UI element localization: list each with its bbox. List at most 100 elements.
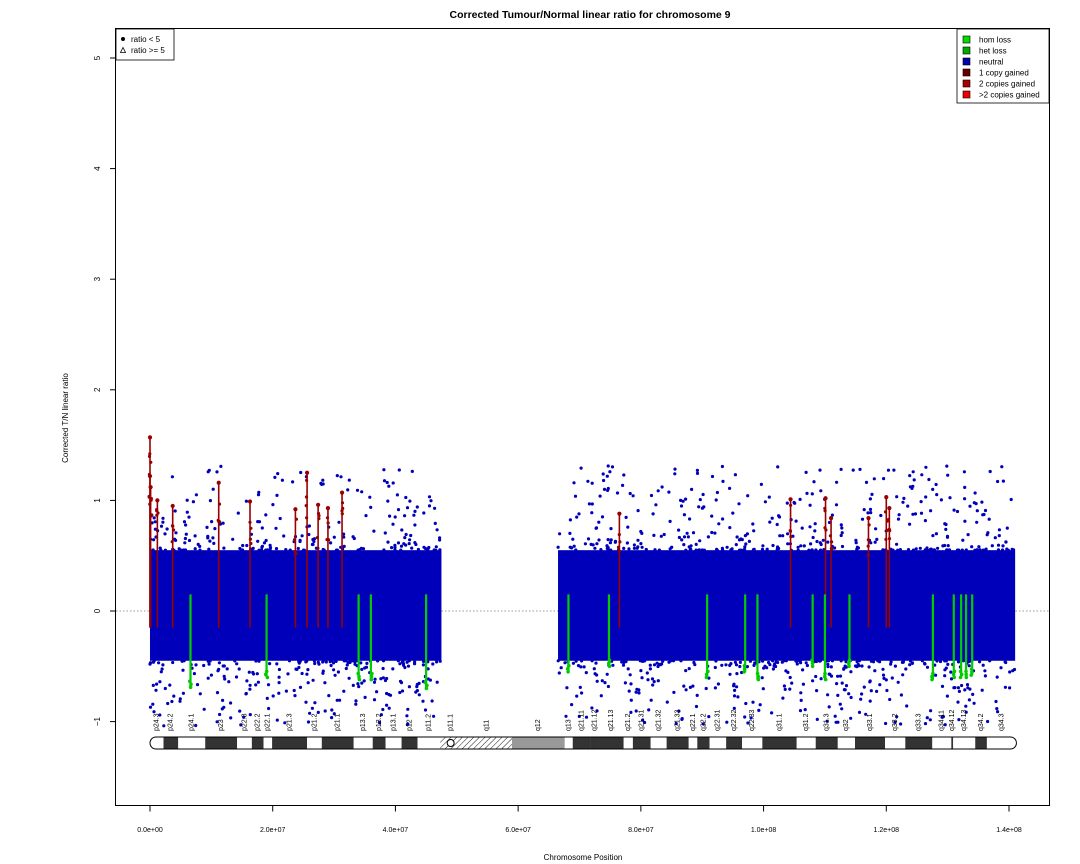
neutral-point xyxy=(978,548,982,552)
chart-title: Corrected Tumour/Normal linear ratio for… xyxy=(449,9,730,21)
neutral-point xyxy=(911,470,915,474)
neutral-point xyxy=(372,529,376,533)
neutral-point xyxy=(623,681,628,685)
neutral-point xyxy=(391,481,395,485)
neutral-point xyxy=(277,681,281,685)
loss-point xyxy=(188,679,192,684)
neutral-point xyxy=(932,548,937,552)
neutral-point xyxy=(786,532,790,536)
neutral-point xyxy=(801,668,805,672)
ideogram-band-fill xyxy=(237,737,252,749)
neutral-point xyxy=(811,535,815,540)
neutral-point xyxy=(784,659,788,663)
neutral-point xyxy=(798,497,802,501)
neutral-point xyxy=(215,470,219,474)
neutral-point xyxy=(162,724,166,728)
neutral-point xyxy=(901,673,905,677)
neutral-point xyxy=(733,688,737,693)
ideogram-band: p23 xyxy=(205,719,238,749)
gain-point xyxy=(170,503,175,509)
neutral-point xyxy=(928,718,932,722)
neutral-point xyxy=(651,683,655,687)
neutral-point xyxy=(812,480,816,484)
neutral-point xyxy=(312,537,317,541)
neutral-point xyxy=(393,545,397,550)
neutral-point xyxy=(195,683,200,687)
neutral-point xyxy=(826,665,830,669)
neutral-point xyxy=(838,674,843,678)
neutral-point xyxy=(373,677,377,681)
neutral-point xyxy=(207,662,211,666)
neutral-point xyxy=(980,500,984,504)
neutral-point xyxy=(170,699,174,704)
neutral-point xyxy=(595,709,599,713)
neutral-point xyxy=(744,542,748,546)
gain-spike xyxy=(304,470,310,628)
neutral-point xyxy=(388,693,393,697)
neutral-point xyxy=(256,520,260,524)
gain-point xyxy=(340,509,344,513)
ideogram-band-label: q22.33 xyxy=(749,709,756,731)
gain-point xyxy=(149,514,153,518)
loss-point xyxy=(951,672,956,677)
ideogram-band: p24.1 xyxy=(178,713,206,749)
neutral-point xyxy=(396,508,401,512)
neutral-point xyxy=(777,515,782,519)
neutral-point xyxy=(990,544,994,548)
neutral-point xyxy=(163,548,167,552)
ideogram-band-label: q11 xyxy=(483,720,490,731)
neutral-point xyxy=(889,660,893,664)
neutral-point xyxy=(684,497,688,501)
neutral-point xyxy=(728,486,732,490)
gain-spike xyxy=(315,502,321,628)
neutral-point xyxy=(321,478,325,482)
neutral-point xyxy=(399,548,403,552)
ideogram-band-label: q21.11 xyxy=(578,710,585,731)
neutral-point xyxy=(751,522,755,526)
neutral-point xyxy=(170,475,174,479)
neutral-point xyxy=(869,541,873,545)
neutral-point xyxy=(262,541,267,545)
neutral-point xyxy=(736,695,740,699)
gain-point xyxy=(247,499,253,504)
gain-spike xyxy=(247,499,253,628)
neutral-point xyxy=(559,666,563,670)
neutral-point xyxy=(778,534,782,538)
loss-dip xyxy=(188,594,193,690)
neutral-point xyxy=(814,674,818,679)
neutral-point xyxy=(390,546,394,550)
neutral-point xyxy=(316,710,320,715)
neutral-point xyxy=(776,465,780,469)
neutral-point xyxy=(694,548,698,552)
gain-point xyxy=(148,452,152,456)
neutral-point xyxy=(1006,548,1010,552)
neutral-point xyxy=(818,468,822,472)
neutral-point xyxy=(382,468,386,472)
loss-point xyxy=(423,680,428,685)
ideogram-band-label: q34.2 xyxy=(978,713,985,731)
neutral-point xyxy=(217,661,221,665)
loss-dip xyxy=(969,594,974,677)
neutral-point xyxy=(297,661,301,665)
neutral-point xyxy=(358,548,362,552)
neutral-point xyxy=(395,493,399,497)
neutral-point xyxy=(629,698,633,702)
neutral-point xyxy=(868,497,873,501)
neutral-point xyxy=(336,670,340,674)
neutral-point xyxy=(697,548,701,552)
neutral-point xyxy=(886,468,891,472)
neutral-point xyxy=(605,544,609,548)
neutral-point xyxy=(354,702,358,706)
neutral-point xyxy=(665,700,669,704)
ideogram-band-label: q21.12 xyxy=(591,709,598,731)
neutral-point xyxy=(408,499,412,503)
neutral-point xyxy=(350,659,354,663)
neutral-point xyxy=(892,468,896,472)
neutral-point xyxy=(643,659,647,663)
neutral-point xyxy=(332,668,336,672)
neutral-point xyxy=(324,660,328,664)
neutral-point xyxy=(637,691,641,695)
neutral-point xyxy=(579,665,583,669)
ideogram-band-label: p22.1 xyxy=(265,713,272,731)
neutral-point xyxy=(639,669,643,673)
